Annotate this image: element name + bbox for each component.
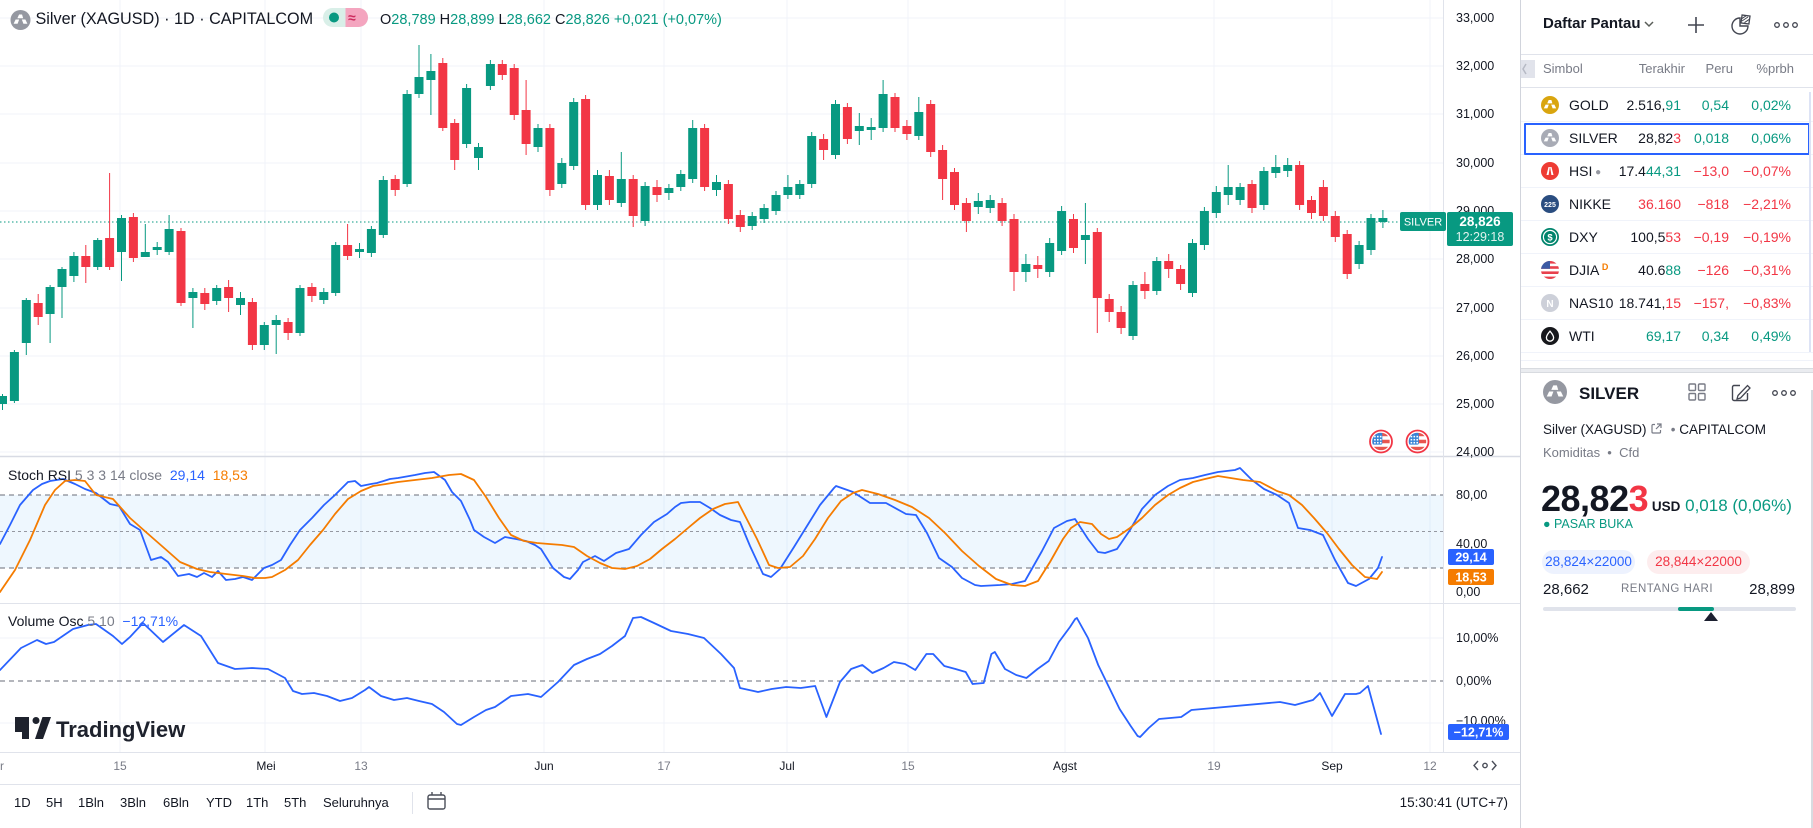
svg-text:SILVER: SILVER [1404, 217, 1442, 229]
svg-text:24,000: 24,000 [1456, 445, 1494, 459]
svg-text:$: $ [1547, 233, 1553, 244]
svg-text:0,00%: 0,00% [1456, 674, 1491, 688]
svg-text:−12,71%: −12,71% [1454, 726, 1504, 740]
svg-text:12:29:18: 12:29:18 [1456, 230, 1505, 244]
svg-text:12: 12 [1423, 759, 1437, 773]
svg-text:225: 225 [1544, 202, 1556, 209]
svg-text:80,00: 80,00 [1456, 488, 1487, 502]
svg-text:Volume Osc 5 10 −12,71%: Volume Osc 5 10 −12,71% [8, 613, 178, 629]
svg-text:27,000: 27,000 [1456, 301, 1494, 315]
svg-text:19: 19 [1207, 759, 1221, 773]
svg-text:1D: 1D [14, 795, 31, 810]
svg-text:Mei: Mei [256, 759, 275, 773]
svg-text:6Bln: 6Bln [163, 795, 189, 810]
svg-text:N: N [1546, 299, 1553, 310]
svg-text:5H: 5H [46, 795, 63, 810]
svg-text:Jun: Jun [534, 759, 553, 773]
svg-text:13: 13 [354, 759, 368, 773]
svg-text:28,000: 28,000 [1456, 252, 1494, 266]
svg-text:YTD: YTD [206, 795, 232, 810]
svg-text:Seluruhnya: Seluruhnya [323, 795, 390, 810]
svg-text:TradingView: TradingView [56, 717, 186, 742]
svg-text:1Th: 1Th [246, 795, 268, 810]
svg-text:10,00%: 10,00% [1456, 631, 1498, 645]
svg-text:18,53: 18,53 [1455, 571, 1486, 585]
svg-text:15:30:41 (UTC+7): 15:30:41 (UTC+7) [1400, 795, 1508, 810]
svg-text:Silver (XAGUSD) · 1D · CAPITAL: Silver (XAGUSD) · 1D · CAPITALCOM [36, 10, 314, 28]
svg-text:31,000: 31,000 [1456, 107, 1494, 121]
svg-text:1Bln: 1Bln [78, 795, 104, 810]
svg-text:Sep: Sep [1321, 759, 1343, 773]
svg-text:28,826: 28,826 [1459, 214, 1501, 229]
svg-text:40,00: 40,00 [1456, 537, 1487, 551]
svg-text:≈: ≈ [348, 10, 356, 26]
svg-text:29,14: 29,14 [1455, 551, 1486, 565]
svg-text:r: r [0, 759, 4, 773]
svg-text:30,000: 30,000 [1456, 156, 1494, 170]
svg-text:0,00: 0,00 [1456, 585, 1480, 599]
svg-text:25,000: 25,000 [1456, 397, 1494, 411]
svg-text:26,000: 26,000 [1456, 349, 1494, 363]
svg-text:Jul: Jul [779, 759, 794, 773]
svg-text:Agst: Agst [1053, 759, 1078, 773]
svg-text:Stoch RSI 5 3 3 14 close 29,1: Stoch RSI 5 3 3 14 close 29,14 18,53 [8, 467, 248, 483]
svg-text:33,000: 33,000 [1456, 11, 1494, 25]
svg-text:15: 15 [113, 759, 127, 773]
svg-text:O28,789 H28,899 L28,662 C28,82: O28,789 H28,899 L28,662 C28,826 +0,021 (… [380, 12, 722, 28]
svg-text:15: 15 [901, 759, 915, 773]
svg-text:17: 17 [657, 759, 671, 773]
svg-text:32,000: 32,000 [1456, 59, 1494, 73]
svg-text:5Th: 5Th [284, 795, 306, 810]
svg-text:3Bln: 3Bln [120, 795, 146, 810]
